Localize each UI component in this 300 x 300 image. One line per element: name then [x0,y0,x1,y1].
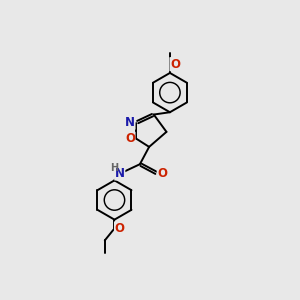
Text: O: O [125,132,135,145]
Text: O: O [157,167,167,180]
Text: H: H [110,164,118,173]
Text: N: N [125,116,135,129]
Text: N: N [115,167,125,180]
Text: O: O [170,58,180,71]
Text: O: O [115,222,124,235]
